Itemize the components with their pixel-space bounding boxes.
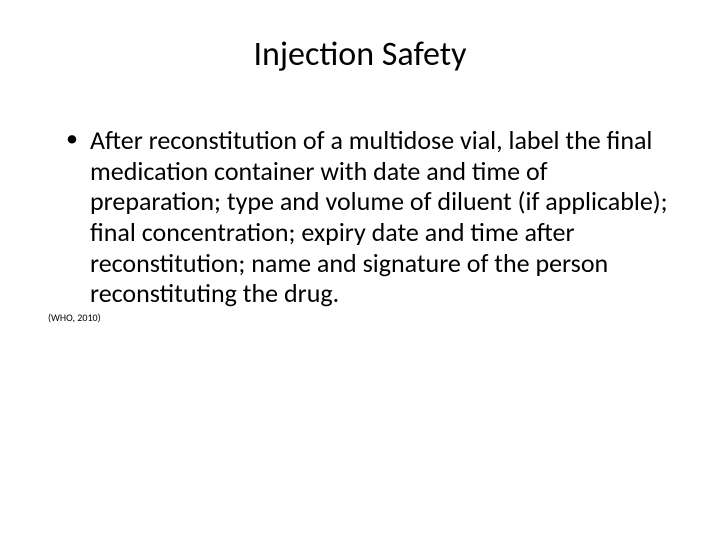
bullet-list: After reconstitution of a multidose vial… xyxy=(48,125,672,309)
slide-container: Injection Safety After reconstitution of… xyxy=(0,0,720,540)
slide-title: Injection Safety xyxy=(48,34,672,75)
bullet-item: After reconstitution of a multidose vial… xyxy=(72,125,672,309)
citation-text: (WHO, 2010) xyxy=(48,311,672,324)
